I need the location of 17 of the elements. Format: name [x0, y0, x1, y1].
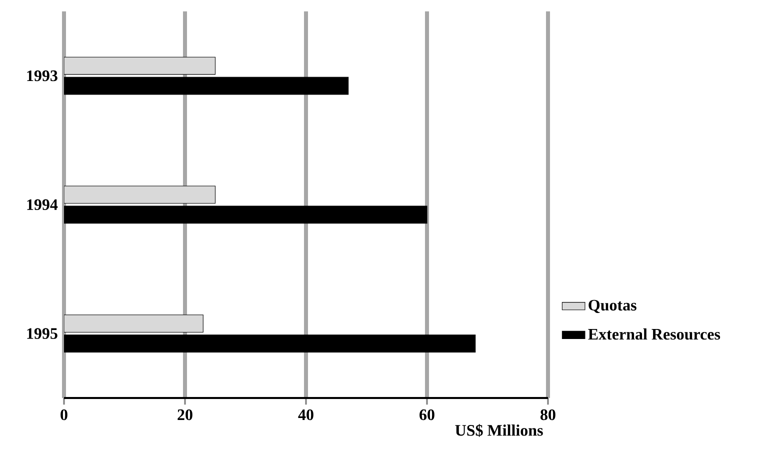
- legend-label: Quotas: [588, 300, 636, 314]
- bar: [64, 76, 349, 95]
- x-tick-label: 20: [178, 409, 192, 420]
- bar: [64, 56, 216, 75]
- y-tick-label: 1993: [27, 70, 58, 82]
- bar: [64, 334, 476, 352]
- legend-label: External Resources: [588, 328, 720, 340]
- x-tick-label: 60: [420, 409, 434, 420]
- x-axis-title: US$ Millions: [455, 424, 543, 437]
- y-tick-label: 1995: [27, 328, 58, 339]
- bar: [64, 314, 204, 332]
- y-tick-label: 1994: [27, 199, 58, 210]
- x-tick-label: 80: [540, 409, 556, 420]
- bar: [64, 186, 216, 204]
- x-tick-label: 0: [60, 409, 68, 420]
- bar: [64, 206, 428, 224]
- x-tick-label: 40: [298, 409, 314, 420]
